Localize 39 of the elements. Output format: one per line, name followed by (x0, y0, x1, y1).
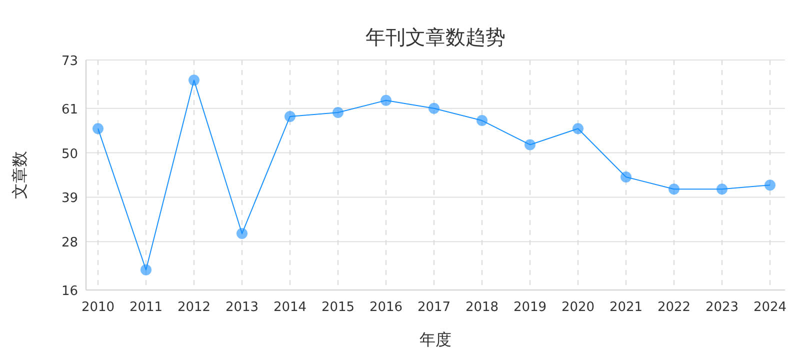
x-tick-label: 2012 (177, 300, 211, 315)
x-tick-label: 2010 (81, 300, 115, 315)
point (92, 123, 104, 134)
point (236, 228, 248, 240)
point (476, 115, 488, 126)
point (620, 172, 632, 183)
y-tick-label: 50 (61, 146, 78, 162)
x-tick-label: 2019 (513, 300, 547, 315)
x-tick-label: 2022 (657, 300, 691, 315)
x-axis-title: 年度 (420, 330, 452, 349)
point (524, 139, 536, 150)
y-tick-label: 61 (61, 102, 78, 118)
point (668, 184, 680, 195)
point (140, 264, 152, 276)
x-tick-label: 2017 (417, 300, 451, 315)
x-tick-label: 2021 (609, 300, 643, 315)
point (380, 94, 392, 106)
y-axis-title: 文章数 (10, 151, 29, 199)
x-tick-label: 2016 (369, 300, 403, 315)
y-tick-label: 39 (61, 191, 78, 206)
x-tick-label: 2020 (561, 300, 595, 315)
point (284, 110, 296, 122)
x-tick-label: 2018 (465, 300, 499, 315)
x-tick-label: 2024 (753, 300, 787, 315)
x-tick-label: 2014 (273, 300, 307, 315)
y-tick-label: 73 (61, 54, 78, 69)
x-tick-label: 2015 (321, 300, 355, 315)
y-tick-label: 28 (61, 236, 78, 251)
point (428, 102, 440, 114)
x-tick-label: 2013 (225, 300, 259, 315)
point (332, 106, 344, 118)
point (764, 180, 776, 191)
x-tick-label: 2011 (129, 300, 163, 315)
point (188, 74, 200, 86)
x-tick-label: 2023 (705, 300, 739, 315)
point (572, 123, 584, 134)
point (716, 184, 728, 195)
y-tick-label: 16 (61, 284, 78, 299)
chart-title: 年刊文章数趋势 (366, 25, 506, 49)
